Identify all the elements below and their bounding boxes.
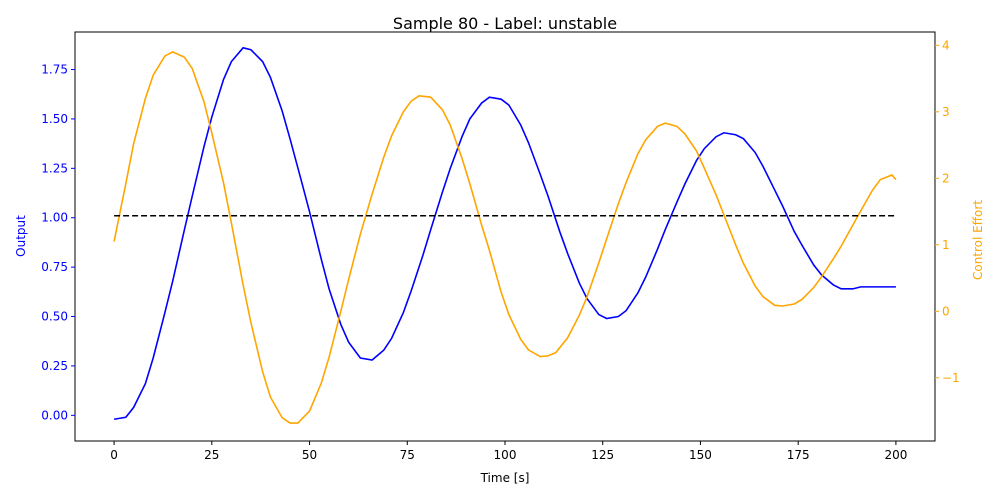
y-left-tick-label: 0.25 <box>41 359 68 373</box>
x-axis-label: Time [s] <box>480 471 530 485</box>
output-line <box>113 46 896 421</box>
y-right-tick-label: 4 <box>942 38 950 52</box>
plot-frame <box>74 31 936 442</box>
y-axis-left: 0.00 0.25 0.50 0.75 1.00 1.25 1.50 1.75 <box>41 63 75 422</box>
y-left-tick-label: 0.75 <box>41 260 68 274</box>
y-axis-right-label: Control Effort <box>971 200 985 280</box>
y-right-tick-label: −1 <box>942 371 960 385</box>
x-tick-label: 200 <box>884 448 907 462</box>
x-tick-label: 0 <box>110 448 118 462</box>
plot-area <box>113 46 897 424</box>
y-left-tick-label: 1.50 <box>41 112 68 126</box>
control-effort-line <box>113 51 897 424</box>
y-right-tick-label: 0 <box>942 304 950 318</box>
x-tick-label: 50 <box>302 448 317 462</box>
x-tick-label: 25 <box>204 448 219 462</box>
x-axis: 0 25 50 75 100 125 150 175 200 <box>110 441 907 462</box>
y-left-tick-label: 0.00 <box>41 408 68 422</box>
x-tick-label: 100 <box>494 448 517 462</box>
y-left-tick-label: 1.00 <box>41 211 68 225</box>
y-left-tick-label: 0.50 <box>41 310 68 324</box>
y-right-tick-label: 1 <box>942 238 950 252</box>
x-tick-label: 150 <box>689 448 712 462</box>
y-axis-right: −1 0 1 2 3 4 <box>935 38 960 385</box>
chart-title: Sample 80 - Label: unstable <box>393 14 617 33</box>
y-left-tick-label: 1.25 <box>41 161 68 175</box>
y-right-tick-label: 2 <box>942 171 950 185</box>
x-tick-label: 175 <box>787 448 810 462</box>
y-right-tick-label: 3 <box>942 105 950 119</box>
y-axis-left-label: Output <box>14 215 28 257</box>
x-tick-label: 75 <box>400 448 415 462</box>
x-tick-label: 125 <box>591 448 614 462</box>
y-left-tick-label: 1.75 <box>41 63 68 77</box>
